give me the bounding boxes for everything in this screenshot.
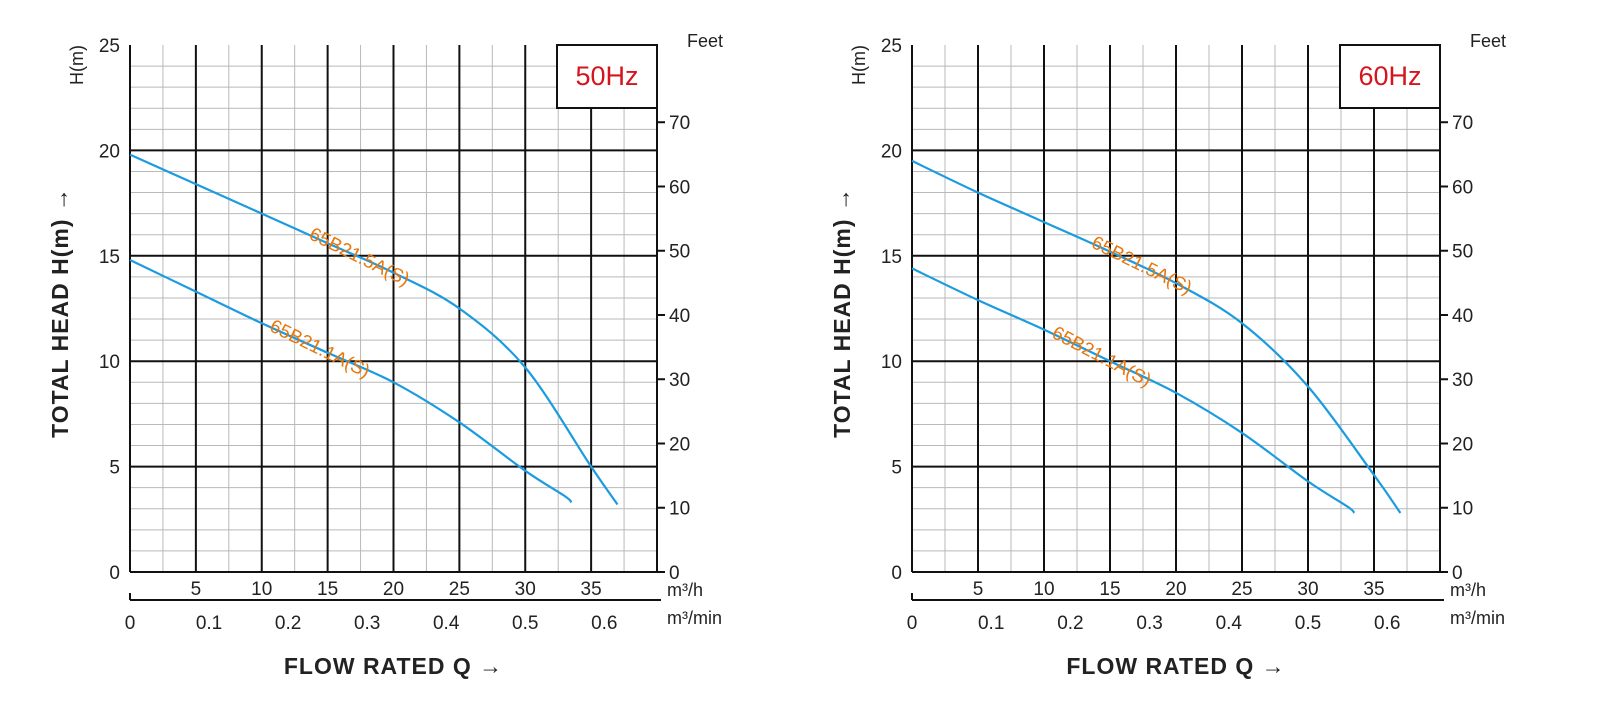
- grid: [912, 45, 1440, 572]
- curves: 65B21.5A(S) 65B21.1A(S): [129, 153, 619, 506]
- x2-tick-label: 0.4: [433, 613, 460, 634]
- x-tick-label: 10: [1033, 579, 1054, 600]
- y2-tick-label: 70: [669, 113, 690, 134]
- x2-tick-label: 0: [125, 613, 136, 634]
- chart-panel-60Hz: 60Hz 0 5 10 15 20 25 H(m) TOTAL HEAD H(m) → 0 10 20…: [829, 31, 1506, 679]
- x-axis-title: FLOW RATED Q →: [1066, 653, 1285, 679]
- grid: [130, 45, 657, 572]
- y2-unit-label: Feet: [1470, 31, 1506, 51]
- x-tick-label: 15: [317, 579, 338, 600]
- series-label: 65B21.5A(S): [306, 224, 413, 291]
- x-tick-label: 30: [515, 579, 536, 600]
- x2-tick-label: 0.1: [978, 613, 1004, 634]
- y-unit-label: H(m): [849, 45, 869, 85]
- x2-tick-label: 0.4: [1216, 613, 1243, 634]
- series-line-65B21.5A(S): [129, 153, 619, 506]
- x2-tick-label: 0.6: [591, 613, 617, 634]
- series-line-65B21.1A(S): [129, 259, 573, 504]
- x2-tick-label: 0.2: [275, 613, 301, 634]
- frequency-label: 60Hz: [1358, 61, 1421, 91]
- x-tick-label: 5: [191, 579, 202, 600]
- y2-tick-label: 30: [669, 370, 690, 391]
- series-line-65B21.1A(S): [911, 267, 1356, 514]
- frequency-label: 50Hz: [575, 61, 638, 91]
- y2-tick-label: 60: [669, 177, 690, 198]
- y2-tick-label: 40: [1452, 306, 1473, 327]
- x2-tick-label: 0: [907, 613, 918, 634]
- y-tick-label: 20: [99, 141, 120, 162]
- series-label: 65B21.5A(S): [1088, 232, 1195, 299]
- y-tick-label: 5: [109, 458, 120, 479]
- y-tick-label: 0: [109, 563, 120, 584]
- x2-tick-label: 0.3: [354, 613, 380, 634]
- x2-tick-label: 0.3: [1136, 613, 1162, 634]
- frequency-box: [1339, 44, 1441, 109]
- y2-tick-label: 10: [1452, 499, 1473, 520]
- y2-tick-label: 20: [669, 434, 690, 455]
- x-tick-label: 25: [1231, 579, 1252, 600]
- chart-panel-50Hz: 50Hz 0 5 10 15 20 25 H(m) TOTAL HEAD H(m) → 0 10 20…: [47, 31, 723, 679]
- y-tick-label: 15: [881, 247, 902, 268]
- y-tick-label: 10: [99, 352, 120, 373]
- y2-tick-label: 0: [669, 563, 680, 584]
- x-tick-label: 20: [1165, 579, 1186, 600]
- y-axis-title: TOTAL HEAD H(m) →: [829, 187, 855, 438]
- y-tick-label: 25: [99, 36, 120, 57]
- y2-tick-label: 40: [669, 306, 690, 327]
- y-tick-label: 20: [881, 141, 902, 162]
- y-tick-label: 10: [881, 352, 902, 373]
- x-unit-primary: m³/h: [667, 580, 703, 600]
- x-tick-label: 10: [251, 579, 272, 600]
- y-tick-label: 15: [99, 247, 120, 268]
- x2-tick-label: 0.1: [196, 613, 222, 634]
- y2-tick-label: 50: [669, 242, 690, 263]
- x-tick-label: 25: [449, 579, 470, 600]
- y2-tick-label: 10: [669, 499, 690, 520]
- x-tick-label: 20: [383, 579, 404, 600]
- x-tick-label: 35: [581, 579, 602, 600]
- series-label: 65B21.1A(S): [266, 316, 373, 383]
- y-tick-label: 25: [881, 36, 902, 57]
- x-tick-label: 5: [973, 579, 984, 600]
- x-unit-secondary: m³/min: [667, 608, 722, 628]
- y2-unit-label: Feet: [687, 31, 723, 51]
- x2-tick-label: 0.2: [1057, 613, 1083, 634]
- x-tick-label: 15: [1099, 579, 1120, 600]
- y2-tick-label: 30: [1452, 370, 1473, 391]
- series-label: 65B21.1A(S): [1048, 323, 1154, 392]
- frequency-box: [556, 44, 658, 109]
- x-tick-label: 30: [1297, 579, 1318, 600]
- x-tick-label: 35: [1363, 579, 1384, 600]
- x-unit-primary: m³/h: [1450, 580, 1486, 600]
- y-axis-title: TOTAL HEAD H(m) →: [47, 187, 73, 438]
- x2-tick-label: 0.5: [512, 613, 538, 634]
- x-axis-title: FLOW RATED Q →: [284, 653, 503, 679]
- y-tick-label: 0: [891, 563, 902, 584]
- y2-tick-label: 50: [1452, 242, 1473, 263]
- series-line-65B21.5A(S): [911, 159, 1402, 514]
- x2-tick-label: 0.5: [1295, 613, 1321, 634]
- y2-tick-label: 0: [1452, 563, 1463, 584]
- y2-tick-label: 60: [1452, 177, 1473, 198]
- y-tick-label: 5: [891, 458, 902, 479]
- y-unit-label: H(m): [67, 45, 87, 85]
- x2-tick-label: 0.6: [1374, 613, 1400, 634]
- y2-tick-label: 20: [1452, 434, 1473, 455]
- y2-tick-label: 70: [1452, 113, 1473, 134]
- x-unit-secondary: m³/min: [1450, 608, 1505, 628]
